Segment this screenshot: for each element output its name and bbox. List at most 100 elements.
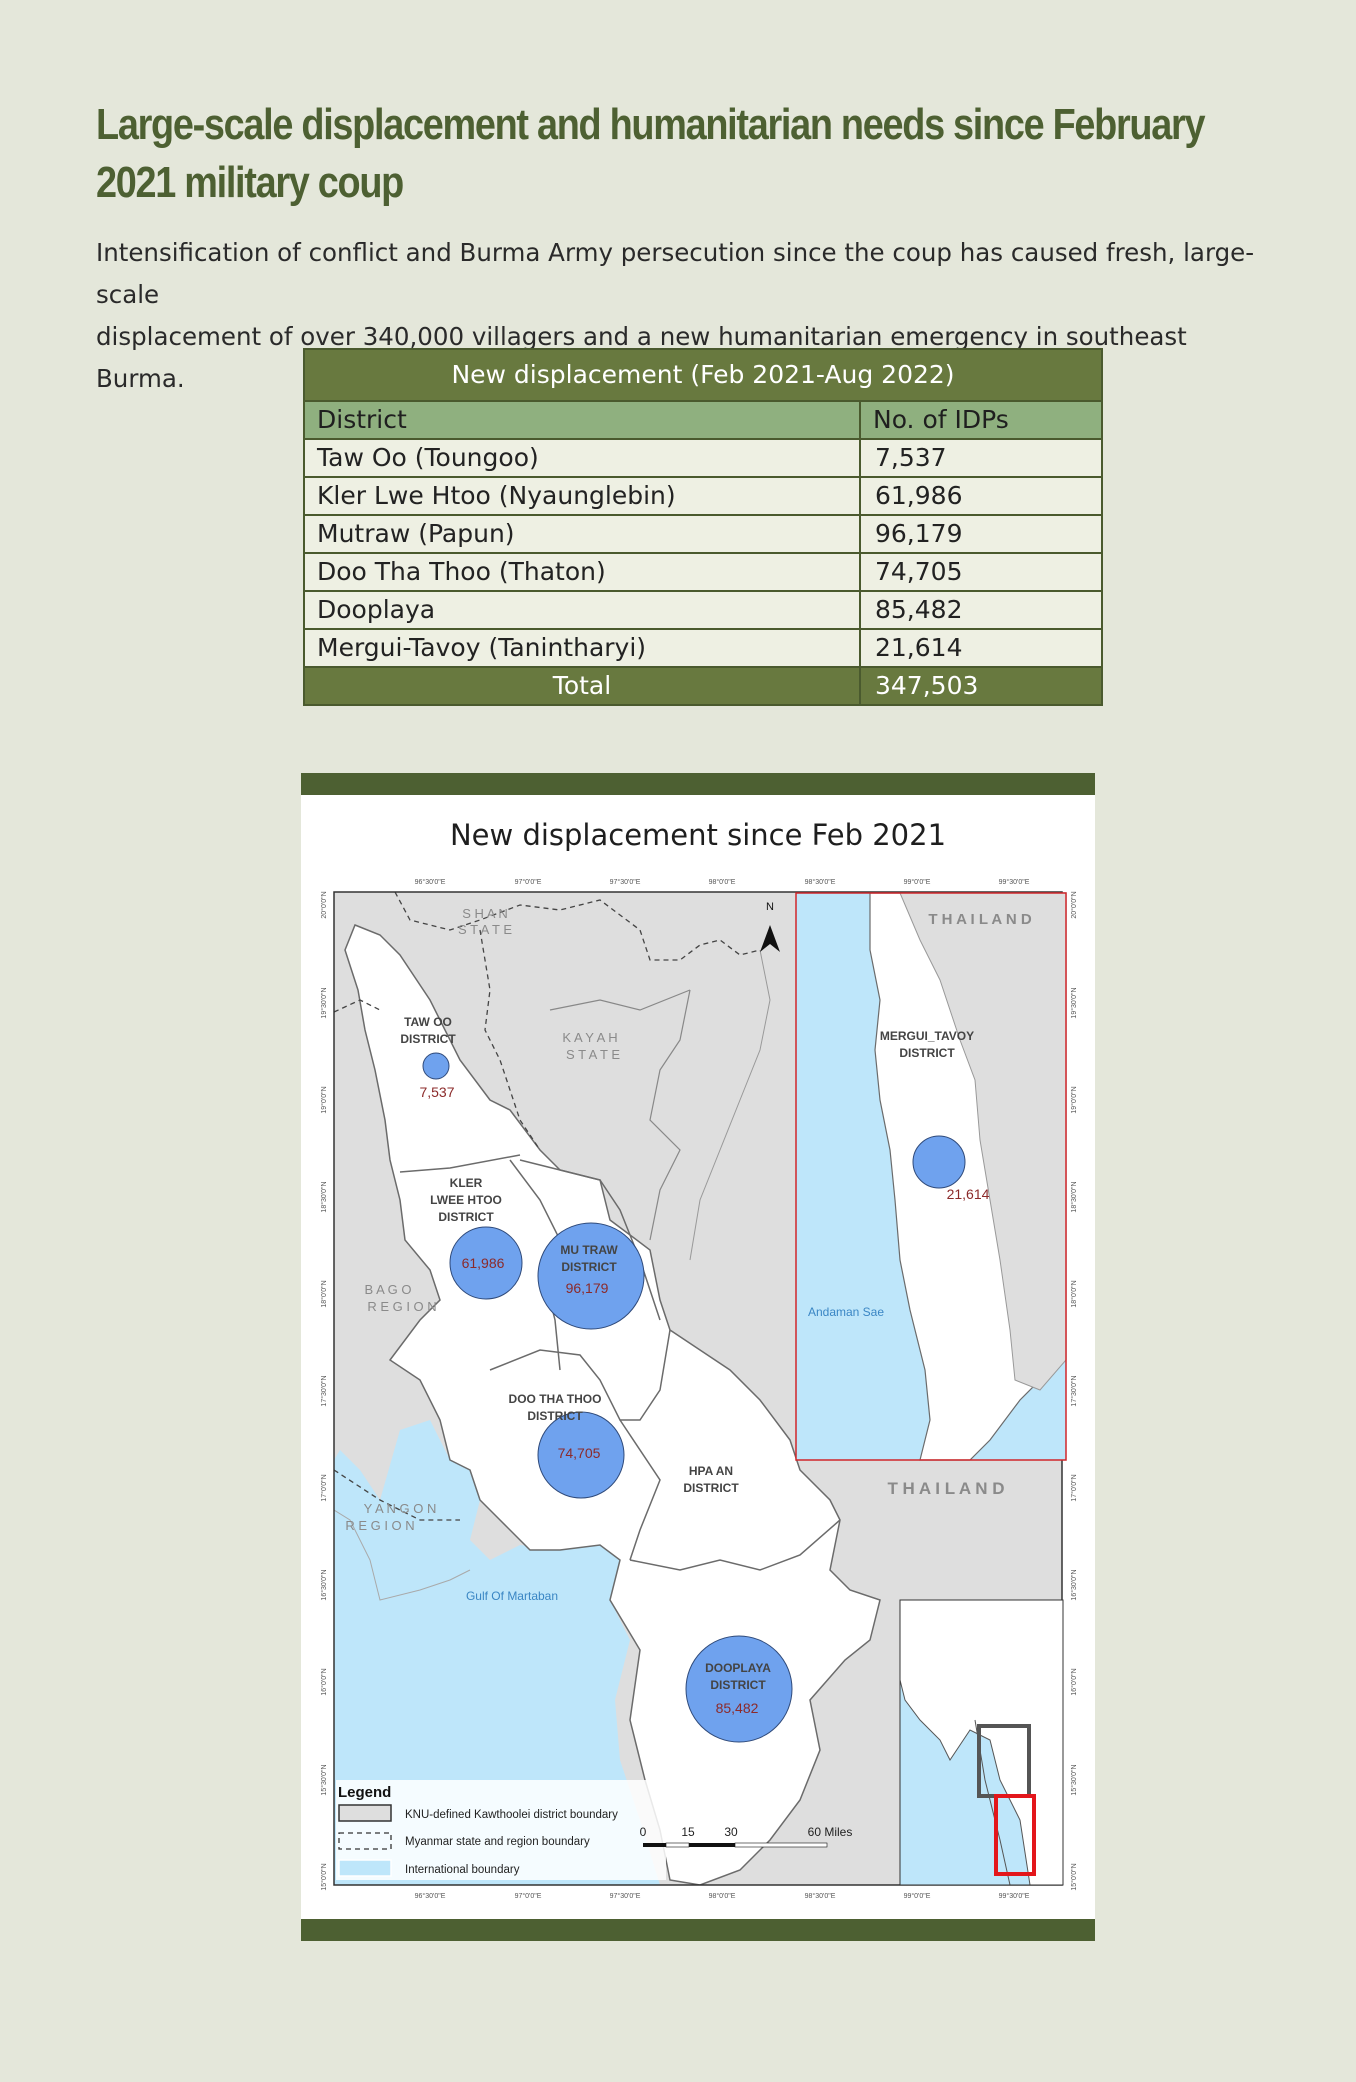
district-cell: Doo Tha Thoo (Thaton) xyxy=(303,552,861,592)
label-mergui-2: DISTRICT xyxy=(899,1046,955,1060)
graticule-label: 99°30'0"E xyxy=(999,878,1030,886)
graticule-bottom: 96°30'0"E 97°0'0"E 97°30'0"E 98°0'0"E 98°30'… xyxy=(415,1892,1030,1900)
bubble-doo xyxy=(537,1411,625,1499)
scale-label-15: 15 xyxy=(681,1825,695,1839)
graticule-label: 99°30'0"E xyxy=(999,1892,1030,1900)
label-kler-2: LWEE HTOO xyxy=(430,1193,502,1207)
graticule-label: 98°30'0"E xyxy=(805,878,836,886)
value-tawoo: 7,537 xyxy=(419,1084,454,1100)
graticule-label: 97°30'0"E xyxy=(610,878,641,886)
north-arrow: N xyxy=(760,901,780,952)
label-bago-1: B A G O xyxy=(365,1282,412,1297)
legend-title: Legend xyxy=(338,1784,391,1801)
label-yangon-2: R E G I O N xyxy=(345,1518,414,1533)
value-mergui: 21,614 xyxy=(947,1186,990,1202)
legend-item-2: Myanmar state and region boundary xyxy=(405,1836,590,1848)
intro-line-1: Intensification of conflict and Burma Ar… xyxy=(96,238,1255,309)
page-headline: Large-scale displacement and humanitaria… xyxy=(96,96,1274,212)
graticule-label: 15°30'0"N xyxy=(1070,1764,1078,1795)
bubble-mutraw xyxy=(537,1222,645,1330)
table-total-row: Total 347,503 xyxy=(303,666,1103,706)
label-thailand-inset: T H A I L A N D xyxy=(928,911,1031,928)
scale-label-60: 60 Miles xyxy=(808,1825,853,1839)
mergui-inset: T H A I L A N D Andaman Sae MERGUI_TAVOY… xyxy=(795,892,1067,1461)
label-doo-1: DOO THA THOO xyxy=(509,1392,602,1406)
value-doo: 74,705 xyxy=(558,1445,601,1461)
bubble-kler xyxy=(449,1226,523,1300)
label-yangon-1: Y A N G O N xyxy=(364,1501,437,1516)
label-mutraw-1: MU TRAW xyxy=(560,1243,618,1257)
graticule-label: 15°0'0"N xyxy=(1070,1863,1078,1890)
label-dooplaya-2: DISTRICT xyxy=(710,1678,766,1692)
label-kler-1: KLER xyxy=(450,1176,483,1190)
graticule-label: 15°0'0"N xyxy=(320,1863,328,1890)
scale-label-30: 30 xyxy=(724,1825,738,1839)
bubble-mergui xyxy=(912,1135,966,1189)
total-value: 347,503 xyxy=(859,666,1103,706)
scale-label-0: 0 xyxy=(640,1825,647,1839)
graticule-label: 15°30'0"N xyxy=(320,1764,328,1795)
table-caption: New displacement (Feb 2021-Aug 2022) xyxy=(303,348,1103,402)
idps-cell: 7,537 xyxy=(859,438,1103,478)
map-legend: Legend KNU-defined Kawthoolei district b… xyxy=(336,1780,666,1880)
table-row: Mutraw (Papun) 96,179 xyxy=(303,514,1103,554)
intro-paragraph: Intensification of conflict and Burma Ar… xyxy=(96,232,1276,400)
label-shan-1: S H A N xyxy=(462,906,508,921)
district-cell: Mergui-Tavoy (Tanintharyi) xyxy=(303,628,861,668)
value-kler: 61,986 xyxy=(462,1255,505,1271)
headline-line-1: Large-scale displacement and humanitaria… xyxy=(96,100,1205,149)
value-dooplaya: 85,482 xyxy=(716,1700,759,1716)
label-mutraw-2: DISTRICT xyxy=(561,1260,617,1274)
table-header-row: District No. of IDPs xyxy=(303,400,1103,440)
graticule-label: 20°0'0"N xyxy=(1070,891,1078,918)
graticule-label: 17°30'0"N xyxy=(1070,1375,1078,1406)
label-shan-2: S T A T E xyxy=(458,922,512,937)
label-tawoo-2: DISTRICT xyxy=(400,1032,456,1046)
idps-cell: 74,705 xyxy=(859,552,1103,592)
graticule-label: 98°30'0"E xyxy=(805,1892,836,1900)
district-cell: Kler Lwe Htoo (Nyaunglebin) xyxy=(303,476,861,516)
graticule-label: 19°0'0"N xyxy=(1070,1086,1078,1113)
graticule-label: 98°0'0"E xyxy=(709,878,736,886)
graticule-label: 17°0'0"N xyxy=(320,1474,328,1501)
locator-inset xyxy=(899,1599,1064,1886)
idps-cell: 61,986 xyxy=(859,476,1103,516)
value-mutraw: 96,179 xyxy=(566,1280,609,1296)
graticule-label: 16°30'0"N xyxy=(1070,1569,1078,1600)
graticule-label: 96°30'0"E xyxy=(415,878,446,886)
graticule-label: 20°0'0"N xyxy=(320,891,328,918)
label-dooplaya-1: DOOPLAYA xyxy=(705,1661,771,1675)
table-row: Kler Lwe Htoo (Nyaunglebin) 61,986 xyxy=(303,476,1103,516)
label-kler-3: DISTRICT xyxy=(438,1210,494,1224)
label-bago-2: R E G I O N xyxy=(367,1299,436,1314)
graticule-label: 98°0'0"E xyxy=(709,1892,736,1900)
intro-line-2: displacement of over 340,000 villagers a… xyxy=(96,322,1187,393)
map-title: New displacement since Feb 2021 xyxy=(449,818,947,852)
bubble-dooplaya xyxy=(685,1635,793,1743)
label-andaman: Andaman Sae xyxy=(808,1305,884,1319)
map-water xyxy=(334,1420,660,1885)
graticule-label: 18°30'0"N xyxy=(1070,1181,1078,1212)
graticule-label: 19°30'0"N xyxy=(320,987,328,1018)
graticule-label: 97°0'0"E xyxy=(515,878,542,886)
label-mergui-1: MERGUI_TAVOY xyxy=(880,1029,974,1043)
district-cell: Mutraw (Papun) xyxy=(303,514,861,554)
map-top-bar xyxy=(301,773,1095,795)
graticule-label: 17°30'0"N xyxy=(320,1375,328,1406)
graticule-left: 20°0'0"N 19°30'0"N 19°0'0"N 18°30'0"N 18°0'0… xyxy=(320,891,328,1890)
graticule-label: 18°0'0"N xyxy=(320,1280,328,1307)
displacement-table: New displacement (Feb 2021-Aug 2022) Dis… xyxy=(303,348,1103,706)
idps-cell: 96,179 xyxy=(859,514,1103,554)
table-row: Mergui-Tavoy (Tanintharyi) 21,614 xyxy=(303,628,1103,668)
label-doo-2: DISTRICT xyxy=(527,1409,583,1423)
legend-item-1: KNU-defined Kawthoolei district boundary xyxy=(405,1809,618,1821)
map-bottom-bar xyxy=(301,1919,1095,1941)
graticule-label: 16°30'0"N xyxy=(320,1569,328,1600)
label-kayah-2: S T A T E xyxy=(566,1047,620,1062)
column-header-district: District xyxy=(303,400,861,440)
north-arrow-label: N xyxy=(766,901,774,913)
graticule-right: 20°0'0"N 19°30'0"N 19°0'0"N 18°30'0"N 18°0'0… xyxy=(1070,891,1078,1890)
graticule-label: 18°30'0"N xyxy=(320,1181,328,1212)
graticule-label: 19°0'0"N xyxy=(320,1086,328,1113)
table-caption-row: New displacement (Feb 2021-Aug 2022) xyxy=(303,348,1103,402)
